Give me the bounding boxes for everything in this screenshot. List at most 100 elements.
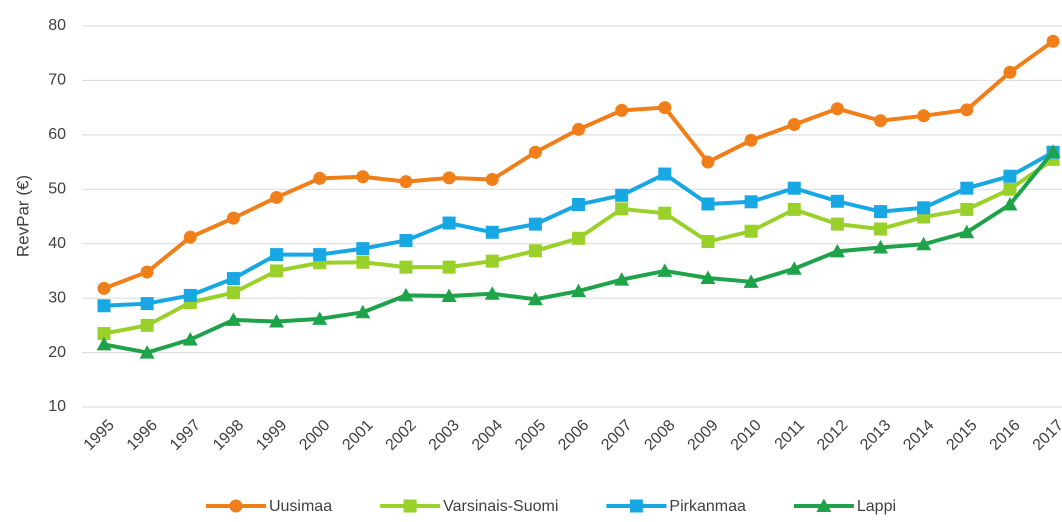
marker [356,255,370,269]
marker [874,205,888,219]
marker [830,217,844,231]
y-tick-label: 70 [48,72,66,89]
marker [816,498,832,512]
marker [786,261,802,275]
marker [485,225,499,239]
marker [572,198,586,212]
marker [873,240,889,254]
marker [874,222,888,236]
x-tick-label: 2016 [987,417,1024,454]
y-tick-label: 10 [48,398,66,415]
marker [615,202,629,216]
series-line [103,39,1055,291]
marker [229,499,243,513]
marker [528,244,542,258]
marker [658,206,672,220]
marker [743,274,759,288]
marker [183,288,197,302]
marker [658,101,672,115]
y-tick-label: 40 [48,235,66,252]
legend-item: Varsinais-Suomi [380,498,558,515]
x-tick-label: 2013 [857,417,894,454]
marker [960,181,974,195]
marker [527,291,543,306]
marker [270,264,284,278]
marker [960,103,974,117]
marker [398,287,414,302]
marker [442,260,456,274]
x-tick-label: 2004 [469,417,506,454]
x-tick-label: 2005 [512,417,549,454]
marker [528,145,542,159]
marker [787,181,801,195]
marker [874,114,888,128]
x-tick-label: 2010 [728,417,765,454]
marker [313,248,327,262]
marker [312,311,328,325]
legend-item: Pirkanmaa [606,498,746,515]
marker [485,172,499,186]
legend: Uusimaa Varsinais-Suomi Pirkanmaa Lappi [205,498,896,515]
marker [572,231,586,245]
marker [403,499,417,513]
series [97,145,1060,313]
x-tick-label: 2015 [943,417,980,454]
marker [615,103,629,117]
marker [916,236,932,251]
marker [226,211,240,225]
marker [226,272,240,286]
marker [1045,144,1061,158]
legend-label: Uusimaa [269,498,332,515]
x-tick-label: 2012 [814,417,851,454]
series [97,152,1060,341]
marker [226,286,240,300]
marker [269,314,285,328]
y-tick-label: 30 [48,289,66,306]
y-axis-label: RevPar (€) [13,175,32,257]
marker [701,235,715,249]
marker [744,133,758,147]
marker [485,254,499,268]
marker [572,122,586,136]
series-line [103,150,1055,355]
series [96,144,1061,359]
x-tick-label: 2009 [685,417,722,454]
marker [787,202,801,216]
marker [787,118,801,132]
marker [615,188,629,202]
marker [917,109,931,123]
marker [629,499,643,513]
marker [1003,182,1017,196]
marker [484,286,500,300]
legend-label: Pirkanmaa [669,498,746,515]
legend-label: Varsinais-Suomi [443,498,558,515]
marker [140,265,154,279]
marker [270,248,284,262]
marker [270,190,284,204]
marker [356,242,370,256]
marker [399,260,413,274]
marker [744,224,758,238]
x-tick-label: 2001 [339,417,376,454]
marker [700,270,716,285]
marker [657,263,673,277]
x-tick-label: 2003 [426,417,463,454]
marker [744,195,758,209]
marker [139,345,155,359]
marker [1003,169,1017,183]
marker [97,281,111,295]
x-tick-label: 1998 [210,417,247,454]
x-tick-label: 2000 [296,417,333,454]
marker [1003,65,1017,79]
marker [96,336,112,351]
marker [356,170,370,184]
marker [97,327,111,341]
series-line [103,150,1055,308]
y-tick-label: 80 [48,17,66,34]
y-tick-label: 50 [48,181,66,198]
x-tick-label: 2017 [1030,417,1062,454]
x-tick-label: 2011 [772,417,808,453]
y-tick-label: 20 [48,344,66,361]
x-tick-label: 2002 [383,417,420,454]
